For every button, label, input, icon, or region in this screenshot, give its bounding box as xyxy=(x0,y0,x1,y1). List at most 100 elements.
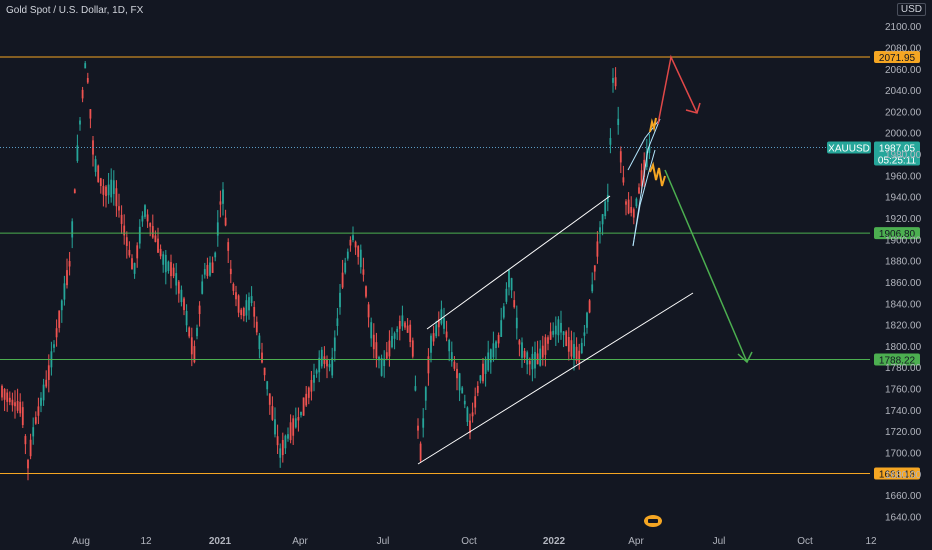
candle-body xyxy=(622,177,625,183)
candle-body xyxy=(531,353,534,370)
candle-body xyxy=(115,188,118,207)
candle-body xyxy=(253,307,256,317)
candle-body xyxy=(229,268,232,275)
level-price-tag xyxy=(874,353,920,366)
candle-body xyxy=(604,201,607,217)
candle-body xyxy=(422,418,425,428)
candle-body xyxy=(526,352,529,365)
candle-body xyxy=(219,201,222,205)
candle-body xyxy=(89,109,92,119)
candle-body xyxy=(151,226,154,238)
candle-body xyxy=(518,340,521,345)
candle-body xyxy=(346,251,349,259)
candle-body xyxy=(331,357,334,376)
y-tick-label: 1900.00 xyxy=(885,235,922,246)
y-tick-label: 1680.00 xyxy=(885,470,922,481)
candle-body xyxy=(292,418,295,436)
candle-body xyxy=(448,340,451,352)
candle-body xyxy=(198,305,201,315)
level-price-tag xyxy=(874,467,920,480)
candle-body xyxy=(388,340,391,357)
candle-body xyxy=(196,327,198,337)
candle-body xyxy=(445,331,448,338)
y-tick-label: 1980.00 xyxy=(885,150,922,161)
x-tick-label: Jul xyxy=(713,536,726,547)
candle-body xyxy=(596,241,599,257)
level-price-label: 2071.95 xyxy=(879,53,916,64)
candle-body xyxy=(484,359,487,374)
y-tick-label: 1660.00 xyxy=(885,491,922,502)
y-tick-label: 1640.00 xyxy=(885,512,922,523)
candle-body xyxy=(79,120,81,125)
candle-body xyxy=(513,300,516,308)
candle-body xyxy=(268,393,271,405)
candle-body xyxy=(274,419,276,435)
currency-badge[interactable]: USD xyxy=(896,3,926,16)
chart-drawings[interactable] xyxy=(417,54,753,465)
candle-body xyxy=(359,249,362,268)
candle-body xyxy=(609,138,612,145)
candle-body xyxy=(617,118,620,125)
candle-body xyxy=(505,288,508,302)
candle-body xyxy=(471,412,474,417)
candle-body xyxy=(606,194,609,203)
horizontal-levels[interactable]: 2071.95 1906.80 1788.22 1681.18 XAUUSD 1987.0… xyxy=(0,51,920,481)
candle-body xyxy=(333,337,336,352)
candle-body xyxy=(8,397,11,403)
candle-body xyxy=(94,159,97,172)
candle-body xyxy=(276,436,279,446)
candle-body xyxy=(232,283,235,291)
candle-body xyxy=(383,358,386,367)
candle-body xyxy=(68,261,71,267)
candle-body xyxy=(37,406,40,416)
candle-body xyxy=(19,401,22,414)
candle-body xyxy=(552,330,555,335)
candle-body xyxy=(352,235,354,241)
candle-body xyxy=(406,325,409,333)
candle-body xyxy=(105,186,107,197)
candle-body xyxy=(71,221,74,238)
candle-body xyxy=(370,322,373,339)
candle-body xyxy=(502,306,505,318)
orange-squiggle xyxy=(649,161,666,187)
candle-body xyxy=(172,267,175,277)
tradingview-logo-icon xyxy=(644,515,662,527)
candle-body xyxy=(510,278,513,291)
candle-body xyxy=(287,434,289,439)
candle-body xyxy=(450,352,453,362)
candle-body xyxy=(432,333,435,342)
candle-body xyxy=(339,292,341,308)
green-arrow-head xyxy=(737,351,753,364)
candle-body xyxy=(136,245,139,259)
candle-body xyxy=(583,332,586,336)
price-axis[interactable]: 1640.00 1660.00 1680.00 1700.00 1720.00 1740.… xyxy=(885,22,922,523)
candle-body xyxy=(1,385,3,398)
candle-body xyxy=(586,312,588,328)
candle-body xyxy=(21,407,24,426)
candle-body xyxy=(34,417,37,424)
candle-body xyxy=(430,335,432,353)
y-tick-label: 1820.00 xyxy=(885,321,922,332)
candle-body xyxy=(175,273,178,286)
candle-body xyxy=(271,406,274,420)
candle-body xyxy=(294,418,297,428)
level-price-tag xyxy=(874,227,920,240)
candle-body xyxy=(55,328,58,338)
candle-body xyxy=(440,309,443,324)
candle-body xyxy=(211,262,214,273)
candle-body xyxy=(60,300,63,311)
candle-body xyxy=(560,322,562,333)
candle-body xyxy=(362,269,365,275)
candle-body xyxy=(419,443,422,461)
candle-body xyxy=(591,284,594,292)
candle-body xyxy=(222,189,224,204)
candle-body xyxy=(216,222,219,236)
candle-body xyxy=(14,402,16,407)
candle-body xyxy=(16,400,19,411)
candle-body xyxy=(349,239,352,246)
candle-body xyxy=(63,283,66,300)
time-axis[interactable]: Aug 12 2021 Apr Jul Oct 2022 Apr Jul Oct 12 xyxy=(72,536,877,547)
candle-body xyxy=(326,359,328,367)
candlestick-series xyxy=(1,61,651,481)
